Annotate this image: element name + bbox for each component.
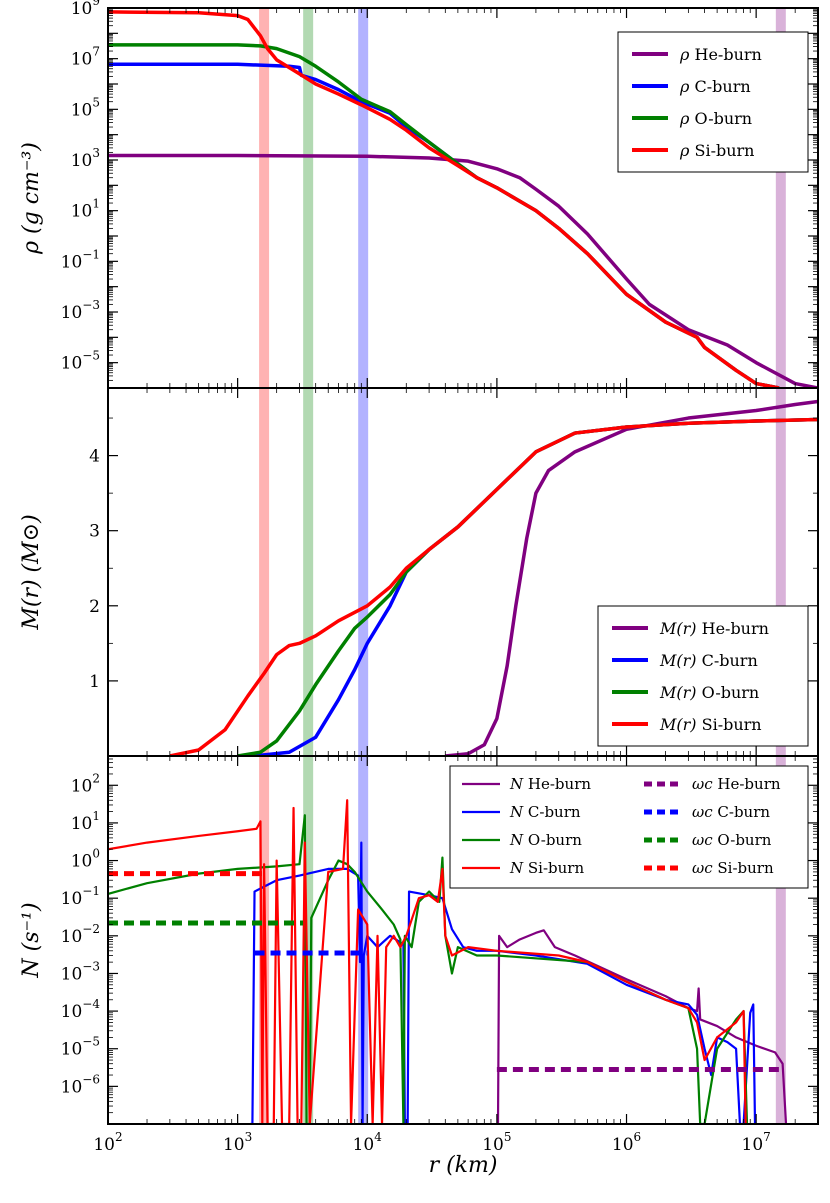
- ytick-label: 10−1: [61, 247, 100, 272]
- legend-label: ρ He-burn: [679, 45, 762, 64]
- ytick-label: 100: [71, 847, 100, 872]
- legend-label: ρ O-burn: [679, 109, 752, 128]
- ytick-label: 4: [89, 447, 100, 467]
- ytick-label: 105: [71, 95, 100, 120]
- ytick-label: 10−2: [61, 922, 100, 947]
- panel-bottom-series: [108, 799, 788, 1124]
- xtick-label: 107: [742, 1130, 771, 1155]
- legend-label: N Si-burn: [509, 859, 584, 877]
- series-n-si-burn: [108, 799, 747, 1124]
- xtick-label: 106: [612, 1130, 641, 1155]
- ylabel-top: ρ (g cm⁻³): [19, 142, 44, 255]
- ytick-label: 10−3: [61, 298, 100, 323]
- panel-top-series: [108, 10, 818, 388]
- ytick-label: 2: [89, 597, 100, 617]
- legend-label: N C-burn: [509, 803, 581, 821]
- band-c-burn: [358, 8, 369, 1124]
- legend-label: ωc O-burn: [692, 831, 772, 849]
- ytick-label: 109: [71, 0, 100, 19]
- legend-label: ωc C-burn: [692, 803, 770, 821]
- legend-label: ωc Si-burn: [692, 859, 774, 877]
- xtick-label: 103: [223, 1130, 252, 1155]
- xtick-label: 105: [482, 1130, 511, 1155]
- series--si-burn: [108, 10, 780, 388]
- ytick-label: 1: [89, 672, 100, 692]
- legends: ρ He-burn ρ C-burn ρ O-burn ρ Si-burn M(r) H…: [449, 31, 809, 889]
- legend-label: ρ C-burn: [679, 77, 751, 96]
- series--he-burn: [108, 153, 818, 388]
- legend-label: M(r) He-burn: [659, 619, 769, 638]
- ytick-label: 10−5: [61, 1035, 100, 1060]
- legend-box-bottom: [449, 765, 809, 889]
- ytick-label: 107: [71, 45, 100, 70]
- burning-core-bands: [259, 8, 786, 1124]
- ytick-label: 101: [71, 809, 100, 834]
- ytick-label: 10−5: [61, 349, 100, 374]
- legend-label: ρ Si-burn: [679, 141, 754, 160]
- ytick-label: 10−1: [61, 884, 100, 909]
- plot-area: [108, 10, 818, 1124]
- ylabel-bottom: N (s⁻¹): [19, 902, 44, 978]
- legend-label: N O-burn: [509, 831, 582, 849]
- ytick-label: 10−3: [61, 959, 100, 984]
- panel-frames: [107, 7, 819, 1125]
- panel-middle-series: [169, 399, 818, 756]
- series-m-r-he-burn: [445, 399, 818, 756]
- legend-label: M(r) Si-burn: [659, 715, 762, 734]
- series-n-o-burn: [108, 814, 749, 1124]
- ytick-label: 101: [71, 197, 100, 222]
- legend-label: N He-burn: [509, 775, 591, 793]
- ytick-label: 103: [71, 146, 100, 171]
- legend-label: M(r) O-burn: [659, 683, 759, 702]
- ytick-label: 10−4: [61, 997, 101, 1022]
- legend-label: M(r) C-burn: [659, 651, 758, 670]
- band-he-burn: [775, 8, 786, 1124]
- ylabel-middle: M(r) (M⊙): [19, 514, 44, 630]
- xtick-label: 102: [93, 1130, 122, 1155]
- xlabel: r (km): [429, 1153, 498, 1178]
- ytick-label: 3: [89, 522, 100, 542]
- ytick-label: 102: [71, 771, 100, 796]
- frame-bottom: [107, 755, 819, 1125]
- legend-label: ωc He-burn: [692, 775, 781, 793]
- band-si-burn: [259, 8, 270, 1124]
- band-o-burn: [303, 8, 314, 1124]
- series-m-r-si-burn: [169, 417, 818, 756]
- axis-ticks: 10−5 10−3 10−1 101 103 105 107 109 ρ (g cm⁻³) 1 2 3…: [19, 0, 819, 1178]
- xtick-label: 104: [353, 1130, 383, 1155]
- ytick-label: 10−6: [61, 1072, 100, 1097]
